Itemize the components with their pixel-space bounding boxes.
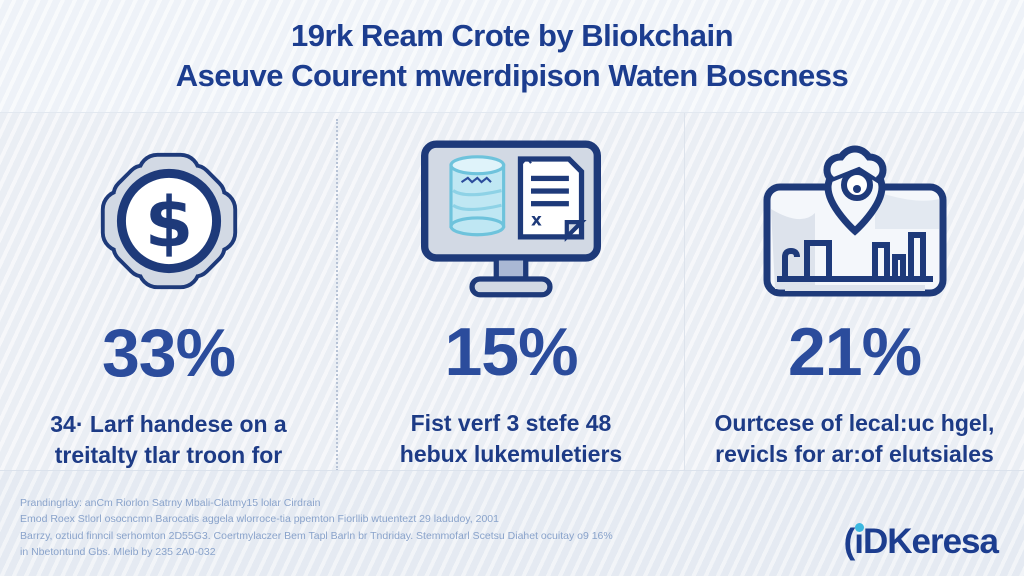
stat-column-finance: $ 33% 34· Larf handese on a treitalty tl… — [0, 113, 337, 470]
logo-paren: ( — [843, 522, 856, 561]
stat-value: 33% — [101, 315, 236, 391]
stat-value: 21% — [787, 313, 922, 390]
footer: Prandingrlay: anCm Riorlon Satrny Mbali-… — [0, 470, 1024, 576]
map-pin-icon — [763, 145, 946, 297]
stat-caption-line-2: treitalty tlar troon for — [54, 442, 283, 469]
monitor-document-icon: x — [421, 140, 601, 298]
footer-line-1: Prandingrlay: anCm Riorlon Satrny Mbali-… — [20, 497, 321, 509]
vertical-faint-divider — [684, 113, 685, 470]
stat-caption: Ourtcese of lecal:uc hgel, revicls for a… — [715, 408, 995, 470]
map-shade-bottom — [784, 285, 925, 292]
monitor-document-icon-box: x — [411, 131, 611, 310]
dollar-sign: $ — [144, 184, 192, 264]
brand-logo: (iD Keresa — [843, 522, 999, 562]
page-title-line-1: 19rk Ream Crote by Bliokchain — [290, 18, 734, 54]
monitor-base — [469, 276, 553, 298]
stat-column-records: x 15% Fist verf 3 stefe 48 hebux lukemul… — [337, 113, 685, 470]
city-skyline — [776, 232, 933, 283]
footer-line-3: Barrzy, oztiud finncil serhomton 2D55G3.… — [20, 529, 613, 542]
x-mark: x — [531, 210, 542, 230]
stat-column-local: 21% Ourtcese of lecal:uc hgel, revicls f… — [685, 113, 1024, 470]
stat-value: 15% — [444, 313, 578, 390]
stat-caption-line-1: Fist verf 3 stefe 48 — [410, 409, 612, 436]
stats-section: $ 33% 34· Larf handese on a treitalty tl… — [0, 113, 1024, 471]
document: x — [517, 156, 587, 243]
stat-caption-line-1: 34· Larf handese on a — [50, 411, 287, 437]
database-cylinder — [449, 155, 506, 237]
location-pin — [822, 145, 887, 237]
monitor-neck — [493, 255, 529, 283]
stat-caption: 34· Larf handese on a treitalty tlar tro… — [50, 409, 286, 471]
gear-dollar-icon-box: $ — [79, 131, 259, 311]
header: 19rk Ream Crote by Bliokchain Aseuve Cou… — [0, 0, 1024, 113]
logo-name: Keresa — [887, 522, 999, 561]
coin-circle — [116, 168, 221, 274]
vertical-dotted-divider — [336, 119, 338, 471]
gear-dollar-icon: $ — [100, 152, 237, 290]
stat-caption-line-2: hebux lukemuletiers — [399, 440, 623, 467]
page-title-line-2: Aseuve Courent mwerdipison Waten Boscnes… — [175, 58, 849, 93]
map-pin-icon-box — [755, 131, 955, 310]
stat-caption: Fist verf 3 stefe 48 hebux lukemuletiers — [400, 408, 622, 470]
footer-line-4: in Nbetontund Gbs. Mleib by 235 2A0-032 — [20, 545, 216, 558]
footer-fine-print: Prandingrlay: anCm Riorlon Satrny Mbali-… — [20, 495, 613, 560]
logo-mark: iD — [854, 522, 888, 562]
map-shade-right — [874, 191, 939, 230]
logo-accent-dot — [855, 523, 865, 532]
footer-line-2: Emod Roex Stlorl osocncmn Barocatis agge… — [20, 513, 499, 526]
stat-caption-line-1: Ourtcese of lecal:uc hgel, — [714, 409, 995, 436]
stat-caption-line-2: revicls for ar:of elutsiales — [715, 440, 994, 467]
